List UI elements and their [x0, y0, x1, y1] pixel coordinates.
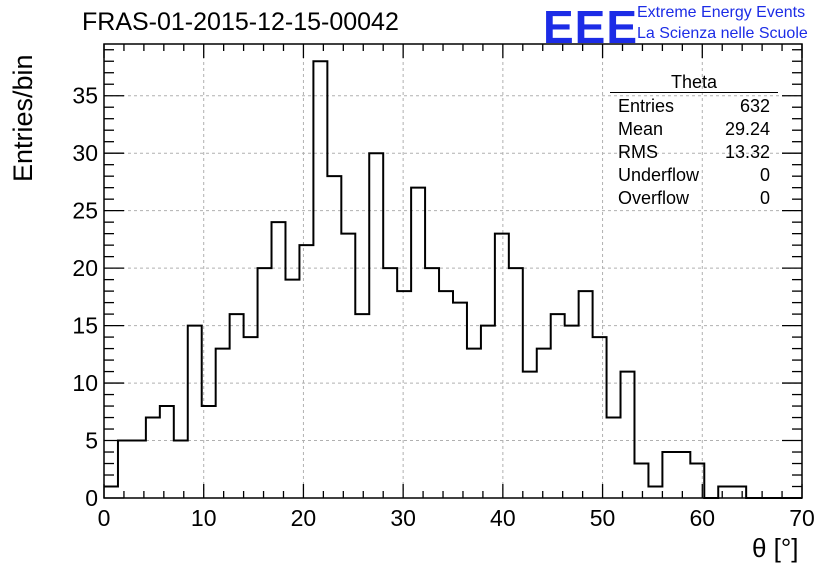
logo-line-2: La Scienza nelle Scuole: [637, 25, 808, 42]
histogram-bin: [188, 326, 202, 498]
stats-row-mean: Mean 29.24: [610, 118, 778, 141]
y-tick-label: 25: [72, 198, 98, 224]
x-tick-label: 40: [490, 505, 516, 531]
histogram-bin: [230, 314, 244, 498]
histogram-bin: [313, 61, 327, 498]
histogram-bin: [258, 268, 272, 498]
histogram-bin: [648, 487, 662, 498]
stats-row-entries: Entries 632: [610, 95, 778, 118]
histogram-bin: [104, 487, 118, 498]
histogram-bin: [481, 326, 495, 498]
histogram-bin: [579, 291, 593, 498]
y-tick-label: 5: [85, 428, 98, 454]
y-tick-label: 15: [72, 313, 98, 339]
plot-border: [103, 43, 803, 499]
x-tick-label: 30: [390, 505, 416, 531]
histogram-bin: [662, 452, 676, 498]
histogram-bin: [676, 452, 690, 498]
x-axis: 0 10 20 30 40 50 60 70: [98, 44, 815, 531]
stats-label: RMS: [618, 142, 658, 162]
histogram-bin: [621, 372, 635, 498]
histogram-bin: [216, 349, 230, 498]
eee-logo-icon: EEE: [543, 1, 639, 53]
histogram-bin: [439, 291, 453, 498]
histogram-bin: [718, 487, 732, 498]
histogram-bin: [285, 280, 299, 498]
histogram-bin: [299, 245, 313, 498]
grid-lines: [104, 44, 802, 498]
stats-row-rms: RMS 13.32: [610, 141, 778, 164]
x-axis-label: θ [°]: [752, 533, 799, 563]
y-tick-label: 20: [72, 255, 98, 281]
x-tick-label: 10: [191, 505, 217, 531]
histogram-bin: [174, 441, 188, 498]
stats-row-underflow: Underflow 0: [610, 164, 778, 187]
y-tick-label: 35: [72, 83, 98, 109]
histogram-bin: [732, 487, 746, 498]
histogram-bin: [383, 268, 397, 498]
histogram-bin: [355, 314, 369, 498]
chart-title: FRAS-01-2015-12-15-00042: [82, 8, 399, 36]
stats-value: 0: [759, 165, 770, 185]
stats-box: Theta Entries 632 Mean 29.24 RMS 13.32 U…: [610, 72, 778, 210]
stats-box-title: Theta: [670, 72, 718, 92]
histogram-bin: [593, 337, 607, 498]
x-tick-label: 20: [291, 505, 317, 531]
histogram-bin: [523, 372, 537, 498]
x-tick-label: 70: [789, 505, 815, 531]
logo-line-1: Extreme Energy Events: [637, 4, 806, 21]
histogram-bin: [327, 176, 341, 498]
histogram-bin: [272, 222, 286, 498]
x-tick-label: 60: [689, 505, 715, 531]
stats-label: Underflow: [618, 165, 700, 185]
histogram-bin: [397, 291, 411, 498]
x-tick-label: 0: [98, 505, 111, 531]
histogram-outline: [104, 60, 802, 499]
histogram-bin: [341, 234, 355, 498]
stats-label: Mean: [618, 119, 664, 139]
histogram-bin: [453, 303, 467, 498]
stats-value: 0: [759, 188, 770, 208]
histogram-bin: [565, 326, 579, 498]
histogram-bin: [634, 464, 648, 498]
y-tick-label: 10: [72, 370, 98, 396]
histogram-bin: [118, 441, 132, 498]
x-tick-label: 50: [590, 505, 616, 531]
histogram-bin: [551, 314, 565, 498]
histogram-bin: [244, 337, 258, 498]
stats-value: 632: [739, 96, 770, 116]
histogram-bin: [537, 349, 551, 498]
histogram-bin: [495, 234, 509, 498]
histogram-bin: [607, 418, 621, 498]
stats-value: 13.32: [724, 142, 770, 162]
stats-box-divider: [610, 92, 778, 93]
y-tick-label: 30: [72, 140, 98, 166]
histogram-bin: [467, 349, 481, 498]
stats-value: 29.24: [724, 119, 770, 139]
stats-label: Overflow: [618, 188, 690, 208]
histogram-bin: [160, 406, 174, 498]
plot-frame: [103, 43, 803, 499]
stats-row-overflow: Overflow 0: [610, 187, 778, 210]
y-axis-label: Entries/bin: [8, 54, 38, 182]
histogram-bin: [146, 418, 160, 498]
histogram-bin: [132, 441, 146, 498]
histogram-bin: [411, 188, 425, 498]
y-tick-label: 0: [85, 485, 98, 511]
stats-label: Entries: [618, 96, 675, 116]
y-axis: 0 5 10 15 20 25 30 35: [72, 49, 802, 511]
histogram-series: [104, 60, 802, 499]
